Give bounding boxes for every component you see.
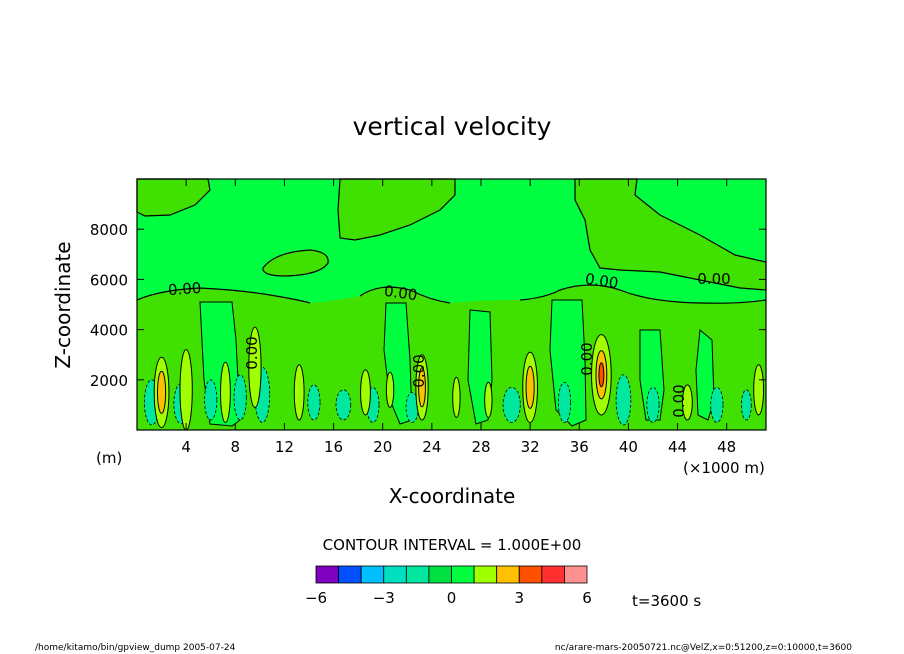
updraft-cell xyxy=(360,369,371,416)
updraft-core xyxy=(525,365,535,409)
updraft-peak xyxy=(598,362,605,388)
footer-left: /home/kitamo/bin/gpview_dump 2005-07-24 xyxy=(35,643,236,653)
colorbar xyxy=(315,565,588,584)
colorbar-swatch xyxy=(338,565,362,584)
colorbar-swatch xyxy=(315,565,339,584)
colorbar-tick-label: −3 xyxy=(373,589,395,607)
x-tick-label: 48 xyxy=(717,438,736,456)
downdraft-cell xyxy=(204,379,218,421)
green-column xyxy=(695,329,715,421)
downdraft-cell xyxy=(710,386,724,423)
zero-contour xyxy=(136,287,311,304)
colorbar-swatch xyxy=(496,565,520,584)
downdraft-cell xyxy=(233,374,247,421)
x-unit-label: (×1000 m) xyxy=(683,459,765,477)
x-tick-label: 4 xyxy=(181,438,191,456)
downdraft-cell xyxy=(615,374,632,426)
updraft-cell xyxy=(452,376,461,418)
colorbar-ticks: −6 −3 0 3 6 xyxy=(305,589,592,607)
x-tick-label: 24 xyxy=(422,438,441,456)
colorbar-swatch xyxy=(428,565,452,584)
downdraft-cell xyxy=(557,381,572,423)
downdraft-cell xyxy=(335,389,352,421)
x-tick-label: 16 xyxy=(324,438,343,456)
y-tick-label: 4000 xyxy=(90,322,128,340)
updraft-cell xyxy=(681,384,693,421)
downdraft-cell xyxy=(502,386,521,423)
colorbar-tick-label: 3 xyxy=(514,589,524,607)
colorbar-swatch xyxy=(451,565,475,584)
contour-label: 0.00 xyxy=(243,336,261,369)
updraft-cell xyxy=(753,364,765,416)
downdraft-cell xyxy=(741,389,752,421)
contour-label: 0.00 xyxy=(410,354,428,387)
contour-interval-text: CONTOUR INTERVAL = 1.000E+00 xyxy=(323,536,582,554)
contour-label: 0.00 xyxy=(383,282,419,304)
updraft-cell xyxy=(385,371,395,408)
chart-title: vertical velocity xyxy=(353,112,552,141)
colorbar-swatch xyxy=(360,565,385,584)
x-axis-label: X-coordinate xyxy=(389,484,516,508)
x-tick-label: 12 xyxy=(275,438,294,456)
x-tick-label: 44 xyxy=(668,438,687,456)
positive-region xyxy=(574,178,767,291)
x-axis-ticks: 4 8 12 16 20 24 28 32 36 40 44 48 xyxy=(181,179,736,456)
positive-region xyxy=(337,178,456,241)
colorbar-swatch xyxy=(518,565,543,584)
zero-contour xyxy=(519,284,767,304)
colorbar-swatch xyxy=(383,565,407,584)
x-tick-label: 28 xyxy=(471,438,490,456)
x-tick-label: 32 xyxy=(521,438,540,456)
y-tick-label: 2000 xyxy=(90,372,128,390)
updraft-cell xyxy=(484,381,493,418)
contour-label: 0.00 xyxy=(670,384,688,417)
colorbar-swatch xyxy=(564,565,588,584)
plot-area xyxy=(136,178,767,431)
updraft-cell xyxy=(293,364,305,421)
y-unit-label: (m) xyxy=(96,449,122,467)
downdraft-cell xyxy=(646,386,660,423)
updraft-cell xyxy=(179,349,193,431)
contour-label: 0.00 xyxy=(578,342,596,375)
y-axis-label: Z-coordinate xyxy=(51,241,75,368)
positive-region xyxy=(136,178,211,217)
colorbar-swatch xyxy=(405,565,430,584)
x-tick-label: 8 xyxy=(231,438,241,456)
updraft-core xyxy=(418,367,426,408)
colorbar-tick-label: 0 xyxy=(447,589,457,607)
plot-frame xyxy=(136,178,767,431)
updraft-cell xyxy=(248,326,262,408)
updraft-cells xyxy=(153,326,765,431)
x-tick-label: 36 xyxy=(570,438,589,456)
colorbar-swatch xyxy=(473,565,498,584)
updraft-core xyxy=(157,370,167,414)
y-tick-label: 8000 xyxy=(90,221,128,239)
x-tick-label: 40 xyxy=(619,438,638,456)
zero-contour xyxy=(359,286,451,304)
colorbar-swatch xyxy=(541,565,565,584)
positive-region xyxy=(262,249,329,277)
updraft-cell xyxy=(220,361,231,423)
y-axis-ticks: 2000 4000 6000 8000 xyxy=(90,221,766,390)
footer-right: nc/arare-mars-20050721.nc@VelZ,x=0:51200… xyxy=(555,643,852,653)
y-tick-label: 6000 xyxy=(90,271,128,289)
downdraft-cell xyxy=(307,384,321,421)
x-tick-label: 20 xyxy=(373,438,392,456)
colorbar-tick-label: 6 xyxy=(582,589,592,607)
contour-label: 0.00 xyxy=(167,279,202,299)
contour-label: 0.00 xyxy=(584,270,620,292)
contour-label: 0.00 xyxy=(697,270,730,288)
time-label: t=3600 s xyxy=(632,592,701,610)
colorbar-tick-label: −6 xyxy=(305,589,327,607)
